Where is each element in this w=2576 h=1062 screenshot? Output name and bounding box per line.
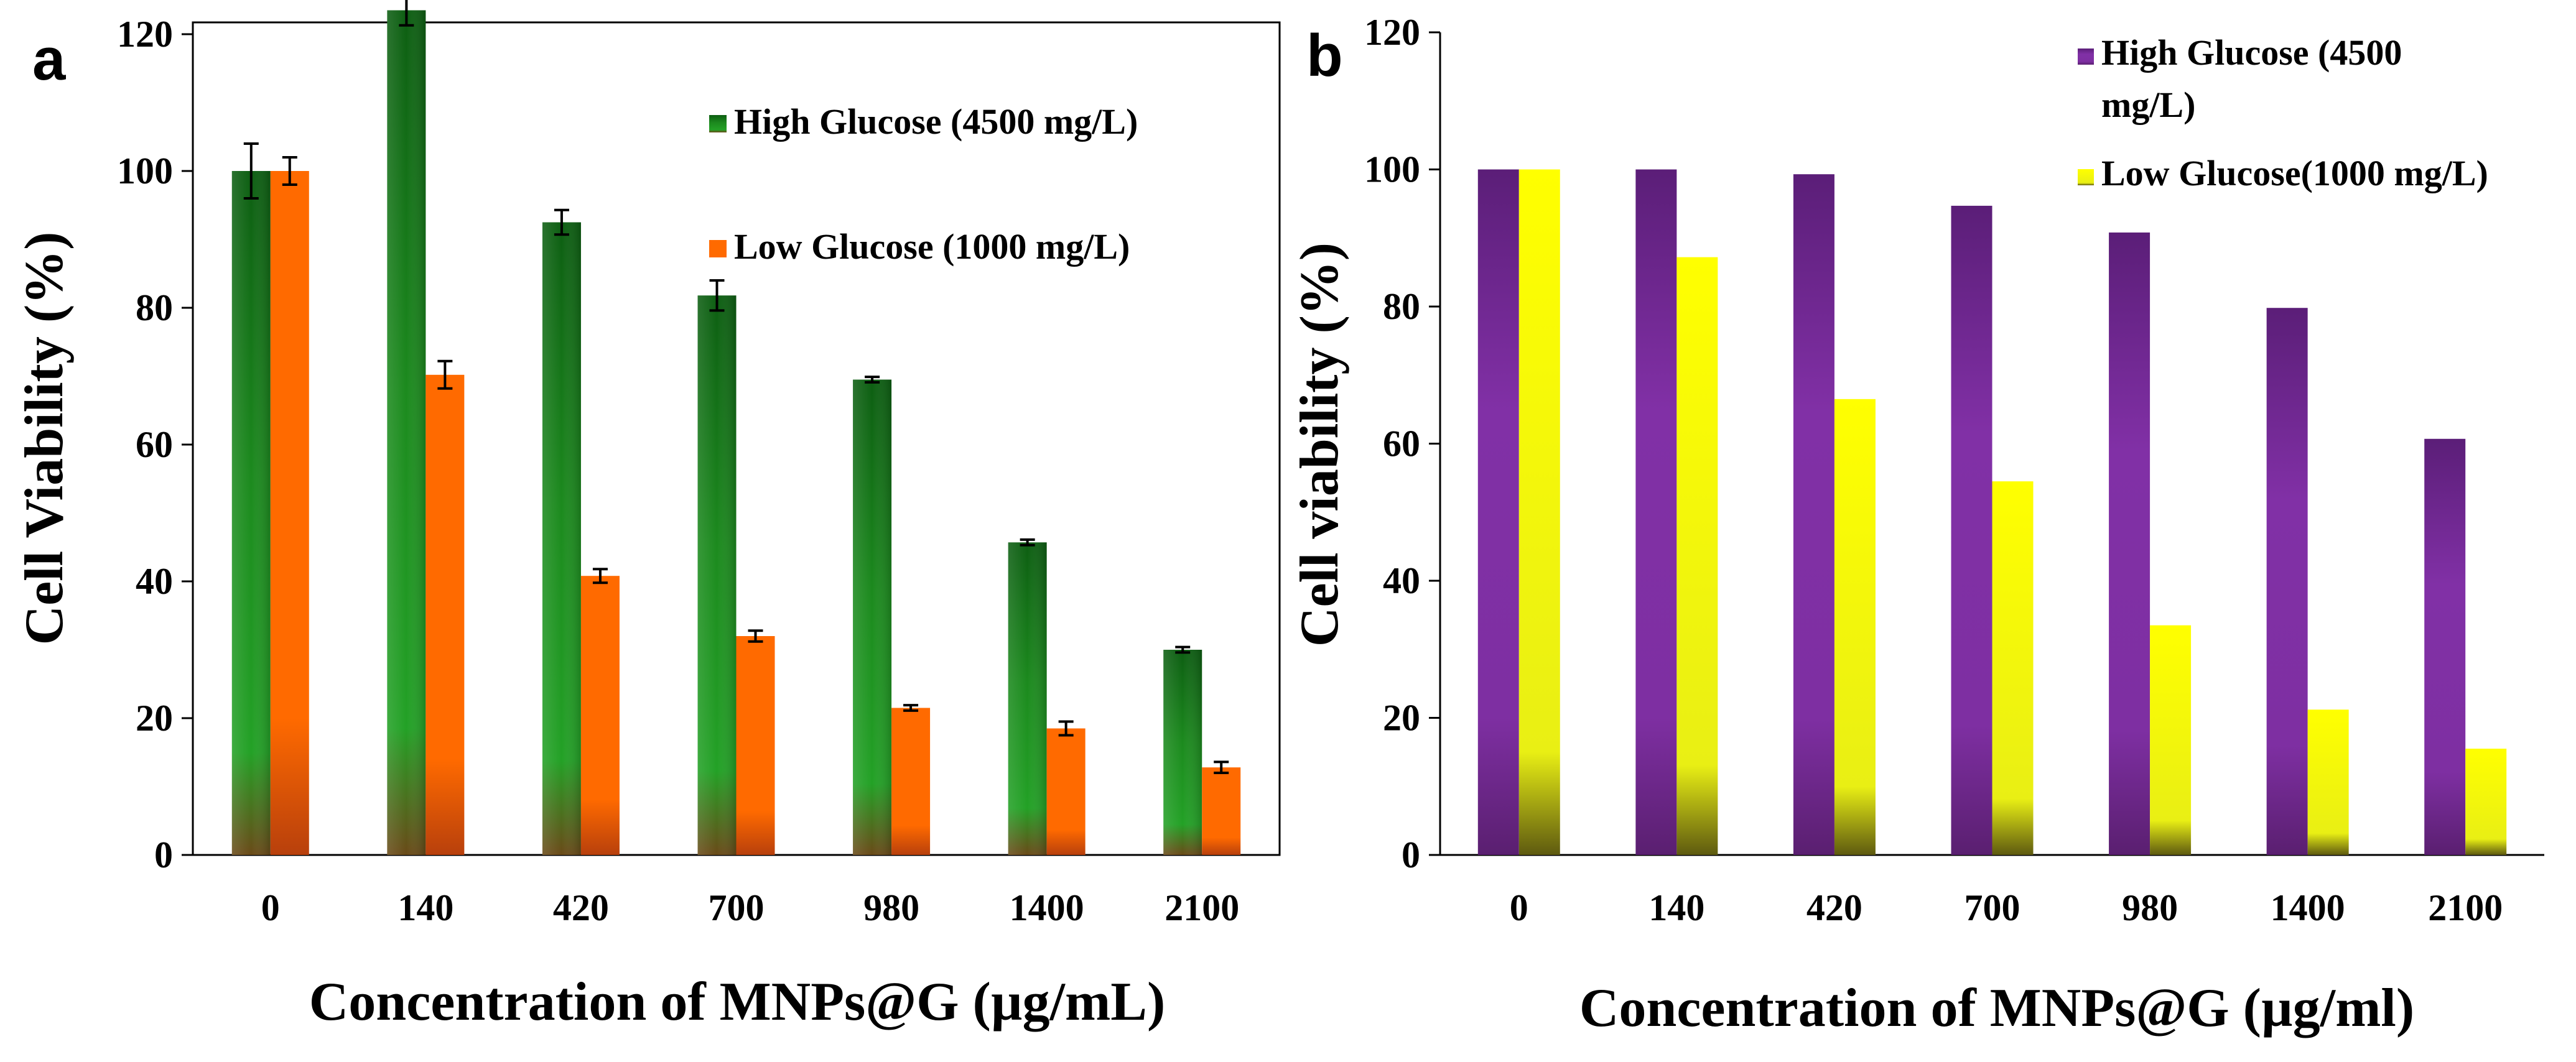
bar-low-glucose xyxy=(891,708,931,855)
legend-swatch-high-a xyxy=(709,115,727,132)
y-tick-label: 40 xyxy=(1383,560,1420,601)
x-tick-label: 420 xyxy=(553,887,609,928)
error-bar xyxy=(243,142,259,200)
legend-label-high-b-line1: High Glucose (4500 xyxy=(2101,32,2402,73)
y-axis-label-b: Cell viability (%) xyxy=(1290,242,1350,647)
legend-swatch-low-a xyxy=(709,240,727,257)
legend-b: High Glucose (4500 mg/L) Low Glucose(100… xyxy=(2078,32,2488,193)
error-bar xyxy=(1214,760,1229,774)
y-tick-label: 60 xyxy=(136,424,173,465)
bar-low-glucose xyxy=(1202,767,1241,855)
bar-low-glucose xyxy=(2150,625,2192,855)
bar-high-glucose xyxy=(1793,174,1834,855)
error-bar xyxy=(1058,720,1074,737)
x-tick-label: 2100 xyxy=(1165,887,1239,928)
bar-shading xyxy=(542,222,581,855)
x-tick-label: 140 xyxy=(1648,887,1704,928)
error-bar xyxy=(1175,645,1191,654)
x-tick-label: 2100 xyxy=(2428,887,2503,928)
panel-label-b: b xyxy=(1306,22,1343,89)
x-tick-label: 980 xyxy=(863,887,919,928)
bar-low-glucose xyxy=(580,576,620,855)
x-tick-label: 1400 xyxy=(2271,887,2345,928)
x-tick-label: 980 xyxy=(2122,887,2178,928)
x-axis-label-a: Concentration of MNPs@G (µg/mL) xyxy=(309,972,1166,1032)
legend-label-low-b: Low Glucose(1000 mg/L) xyxy=(2101,153,2488,193)
error-bar xyxy=(282,156,297,186)
x-tick-label: 140 xyxy=(398,887,453,928)
bar-low-glucose xyxy=(1992,481,2034,855)
bar-high-glucose xyxy=(1951,205,1992,855)
y-tick-label: 120 xyxy=(117,14,173,55)
panel-label-a: a xyxy=(32,26,66,93)
error-bar xyxy=(709,279,725,312)
x-axis-label-b: Concentration of MNPs@G (µg/ml) xyxy=(1579,978,2414,1038)
y-tick-label: 0 xyxy=(154,834,173,875)
x-tick-label: 700 xyxy=(1965,887,2020,928)
bar-high-glucose xyxy=(2424,438,2466,855)
y-tick-label: 100 xyxy=(117,150,173,192)
legend-label-low-a: Low Glucose (1000 mg/L) xyxy=(734,226,1130,267)
error-bar xyxy=(903,704,919,712)
bar-high-glucose xyxy=(1477,169,1519,855)
y-tick-label: 0 xyxy=(1402,834,1420,875)
bar-low-glucose xyxy=(425,374,465,855)
bar-low-glucose xyxy=(736,636,775,855)
error-bar xyxy=(399,0,414,27)
x-tick-label: 0 xyxy=(1510,887,1528,928)
bar-high-glucose xyxy=(2266,308,2308,856)
bar-low-glucose xyxy=(1046,728,1086,855)
y-tick-label: 20 xyxy=(1383,698,1420,739)
x-tick-label: 700 xyxy=(709,887,765,928)
bar-shading xyxy=(387,10,426,855)
bar-high-glucose xyxy=(2109,232,2151,855)
y-tick-label: 40 xyxy=(136,561,173,602)
legend-swatch-low-b xyxy=(2078,169,2094,185)
error-bar xyxy=(1020,538,1035,547)
legend-a: High Glucose (4500 mg/L) Low Glucose (10… xyxy=(709,101,1138,267)
error-bar xyxy=(437,359,453,390)
y-tick-label: 100 xyxy=(1364,149,1420,190)
bar-shading xyxy=(1163,650,1202,855)
bar-shading xyxy=(853,379,892,855)
y-tick-label: 120 xyxy=(1364,12,1420,53)
error-bar xyxy=(865,376,880,384)
legend-swatch-high-b xyxy=(2078,48,2094,65)
error-bar xyxy=(554,208,569,236)
bar-high-glucose xyxy=(1635,169,1677,855)
bar-low-glucose xyxy=(1518,169,1560,855)
error-bar xyxy=(592,568,608,584)
bar-shading xyxy=(697,295,737,855)
x-tick-label: 0 xyxy=(261,887,280,928)
bar-shading xyxy=(231,171,271,855)
y-tick-label: 60 xyxy=(1383,423,1420,464)
bar-low-glucose xyxy=(2307,709,2349,855)
y-tick-label: 80 xyxy=(136,287,173,328)
bar-low-glucose xyxy=(2465,749,2507,855)
bar-low-glucose xyxy=(1834,399,1876,855)
legend-label-high-b-line2: mg/L) xyxy=(2101,85,2195,125)
x-tick-label: 420 xyxy=(1806,887,1862,928)
bar-low-glucose xyxy=(1676,257,1718,855)
y-axis-label-a: Cell Viability (%) xyxy=(14,232,75,645)
y-tick-label: 80 xyxy=(1383,286,1420,327)
bar-low-glucose xyxy=(270,171,309,855)
y-tick-label: 20 xyxy=(136,698,173,739)
x-tick-label: 1400 xyxy=(1010,887,1084,928)
legend-label-high-a: High Glucose (4500 mg/L) xyxy=(734,101,1138,142)
bar-shading xyxy=(1008,542,1047,855)
error-bar xyxy=(748,629,763,643)
